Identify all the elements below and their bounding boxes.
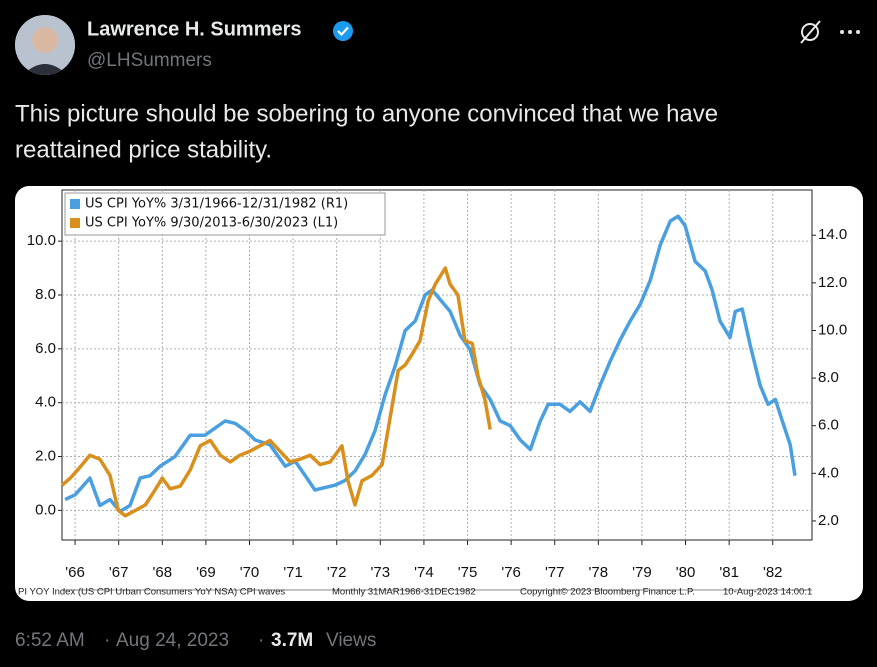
x-tick-label: '81	[719, 564, 739, 581]
chart-note: PI YOY Index (US CPI Urban Consumers YoY…	[18, 587, 285, 598]
x-tick-label: '76	[501, 564, 521, 581]
plot-frame	[61, 189, 813, 541]
y2-tick-label: 14.0	[818, 226, 847, 243]
y-tick-label: 2.0	[35, 448, 56, 465]
x-tick-label: '75	[458, 564, 478, 581]
x-tick-label: '82	[763, 564, 783, 581]
separator: ·	[258, 630, 264, 651]
post-time[interactable]: 6:52 AM	[15, 630, 85, 651]
author-name[interactable]: Lawrence H. Summers	[87, 18, 302, 40]
series-line	[60, 266, 492, 518]
y2-tick-label: 8.0	[818, 369, 839, 386]
x-tick-label: '80	[676, 564, 696, 581]
y2-tick-label: 12.0	[818, 274, 847, 291]
x-tick-label: '78	[589, 564, 609, 581]
y-tick-label: 8.0	[35, 286, 56, 303]
tweet-text: This picture should be sobering to anyon…	[15, 100, 718, 127]
x-tick-label: '67	[109, 564, 129, 581]
separator: ·	[104, 630, 110, 651]
y2-tick-label: 2.0	[818, 512, 839, 529]
x-tick-label: '74	[414, 564, 434, 581]
x-tick-label: '68	[153, 564, 173, 581]
post-date[interactable]: Aug 24, 2023	[116, 630, 229, 651]
author-handle[interactable]: @LHSummers	[87, 50, 212, 71]
chart-background	[15, 186, 863, 601]
x-tick-label: '71	[283, 564, 303, 581]
x-tick-label: '70	[240, 564, 260, 581]
y2-tick-label: 4.0	[818, 464, 839, 481]
verified-badge[interactable]	[333, 21, 353, 41]
legend-swatch	[70, 199, 80, 209]
legend-label: US CPI YoY% 3/31/1966-12/31/1982 (R1)	[85, 197, 348, 212]
x-tick-label: '77	[545, 564, 565, 581]
tweet-text: reattained price stability.	[15, 136, 272, 163]
series-line	[64, 214, 797, 514]
chart-note: 10-Aug-2023 14:00:1	[723, 587, 812, 598]
grok-icon[interactable]	[800, 20, 821, 44]
views-count: 3.7M	[271, 630, 313, 651]
y-tick-label: 6.0	[35, 340, 56, 357]
chart-note: Copyright© 2023 Bloomberg Finance L.P.	[520, 587, 695, 598]
chart-image[interactable]: 0.0 2.0 4.0 6.0 8.0 10.0 2.0 4.0 6.0 8.0 10.0 12.0 1…	[15, 186, 863, 601]
views-label: Views	[326, 630, 376, 651]
x-tick-label: '72	[327, 564, 347, 581]
y-tick-label: 10.0	[27, 232, 56, 249]
y2-tick-label: 6.0	[818, 417, 839, 434]
legend-box	[64, 192, 386, 236]
legend-label: US CPI YoY% 9/30/2013-6/30/2023 (L1)	[85, 216, 338, 231]
x-tick-label: '66	[65, 564, 85, 581]
avatar[interactable]	[15, 15, 75, 78]
x-tick-label: '69	[196, 564, 216, 581]
x-tick-label: '73	[371, 564, 391, 581]
x-tick-label: '79	[632, 564, 652, 581]
more-icon[interactable]	[840, 30, 860, 34]
y-tick-label: 0.0	[35, 501, 56, 518]
y-tick-label: 4.0	[35, 394, 56, 411]
legend-swatch	[70, 218, 80, 228]
chart-note: Monthly 31MAR1966-31DEC1982	[332, 587, 476, 598]
y2-tick-label: 10.0	[818, 321, 847, 338]
